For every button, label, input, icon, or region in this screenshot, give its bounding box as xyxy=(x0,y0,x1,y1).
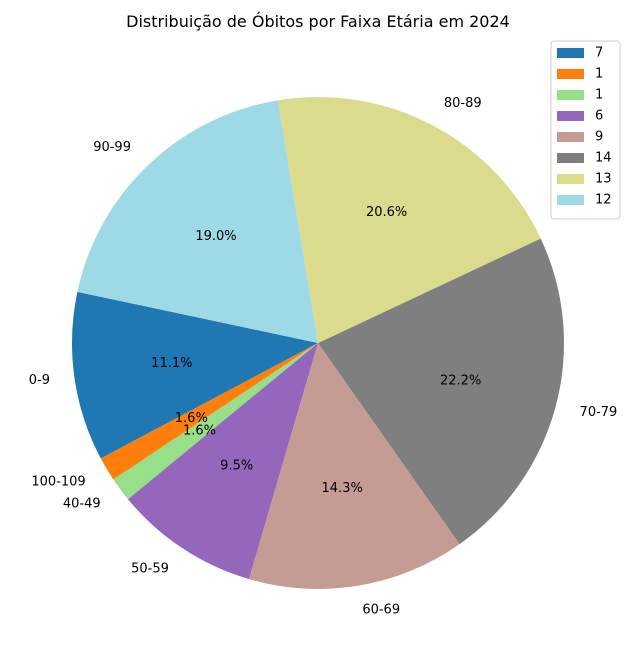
legend-swatch-60-69 xyxy=(557,132,584,142)
legend-swatch-40-49 xyxy=(557,90,584,100)
pie-slice-40-49 xyxy=(113,343,318,500)
legend-entry-90-99: 12 xyxy=(595,193,612,208)
slice-label-100-109: 100-109 xyxy=(31,474,85,489)
slice-label-90-99: 90-99 xyxy=(93,140,131,155)
slice-percent-40-49: 1.6% xyxy=(183,423,216,438)
pie-slice-0-9 xyxy=(71,291,318,459)
legend-swatch-90-99 xyxy=(557,195,584,205)
slice-label-0-9: 0-9 xyxy=(29,373,50,388)
slice-label-50-59: 50-59 xyxy=(131,561,169,576)
pie-slice-70-79 xyxy=(318,238,565,545)
legend-entry-80-89: 13 xyxy=(595,172,612,187)
legend-swatch-100-109 xyxy=(557,69,584,79)
legend-entry-0-9: 7 xyxy=(595,46,603,61)
pie-labels: 0-9 11.1% 100-109 1.6% 40-49 1.6% 50-59 9.5% 60-… xyxy=(29,96,618,618)
pie-slice-60-69 xyxy=(249,343,460,589)
slice-label-80-89: 80-89 xyxy=(444,96,482,111)
legend-entry-40-49: 1 xyxy=(595,88,603,103)
legend-entry-60-69: 9 xyxy=(595,130,603,145)
legend-swatch-50-59 xyxy=(557,111,584,121)
pie-slice-80-89 xyxy=(277,97,541,343)
pie-slices xyxy=(71,97,565,589)
slice-percent-90-99: 19.0% xyxy=(195,229,236,244)
slice-percent-80-89: 20.6% xyxy=(366,205,407,220)
legend-entry-70-79: 14 xyxy=(595,151,612,166)
pie-slice-90-99 xyxy=(77,100,318,344)
legend-swatch-70-79 xyxy=(557,153,584,163)
chart-title: Distribuição de Óbitos por Faixa Etária … xyxy=(126,12,510,31)
slice-percent-60-69: 14.3% xyxy=(322,481,363,496)
slice-percent-70-79: 22.2% xyxy=(440,373,481,388)
slice-label-40-49: 40-49 xyxy=(63,497,101,512)
slice-percent-100-109: 1.6% xyxy=(175,411,208,426)
pie-slice-100-109 xyxy=(100,343,318,480)
slice-label-70-79: 70-79 xyxy=(580,405,618,420)
pie-slice-50-59 xyxy=(127,343,318,580)
legend-swatch-0-9 xyxy=(557,48,584,58)
legend-swatch-80-89 xyxy=(557,174,584,184)
legend-entry-100-109: 1 xyxy=(595,67,603,82)
slice-percent-0-9: 11.1% xyxy=(151,356,192,371)
slice-label-60-69: 60-69 xyxy=(362,602,400,617)
slice-percent-50-59: 9.5% xyxy=(220,459,253,474)
legend: 7 1 1 6 9 14 13 12 xyxy=(550,40,621,220)
legend-entry-50-59: 6 xyxy=(595,109,603,124)
